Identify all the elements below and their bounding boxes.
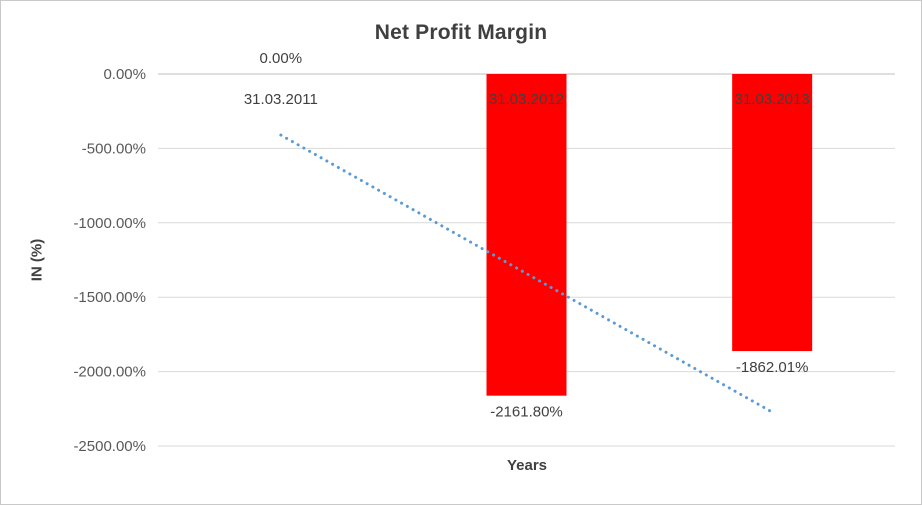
chart-bar-1[interactable] — [486, 74, 567, 396]
y-tick-label: -2000.00% — [73, 364, 146, 381]
category-label: 31.03.2011 — [244, 91, 318, 108]
y-tick-label: -1000.00% — [73, 215, 146, 232]
chart-title: Net Profit Margin — [374, 21, 548, 44]
category-label: 31.03.2012 — [489, 91, 564, 108]
y-tick-label: -500.00% — [82, 140, 146, 157]
data-label: 0.00% — [260, 50, 303, 67]
data-label: -1862.01% — [736, 359, 809, 376]
x-axis-title: Years — [506, 457, 548, 474]
y-tick-label: 0.00% — [103, 66, 146, 83]
category-label: 31.03.2013 — [735, 91, 810, 108]
trendline[interactable] — [279, 133, 774, 414]
data-label: -2161.80% — [490, 404, 563, 421]
y-tick-label: -1500.00% — [73, 289, 146, 306]
chart-bar-2[interactable] — [732, 74, 813, 352]
y-tick-label: -2500.00% — [73, 438, 146, 455]
